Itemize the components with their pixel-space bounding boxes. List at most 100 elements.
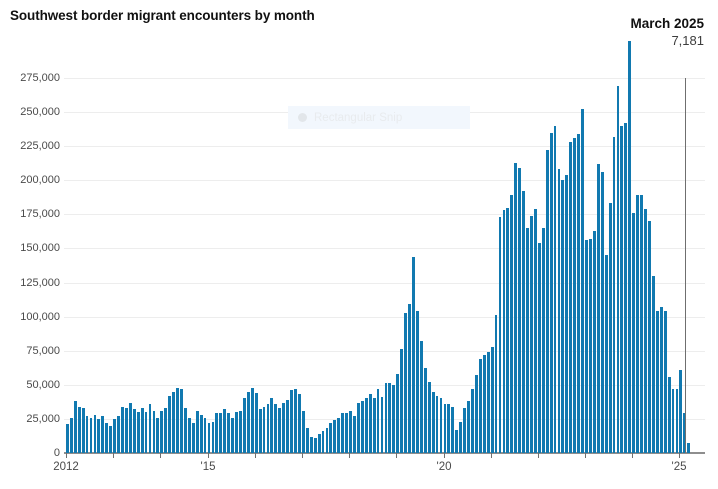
gridline (64, 248, 705, 249)
y-axis-tick-label: 125,000 (20, 277, 60, 289)
bar (301, 410, 305, 453)
bar (156, 417, 160, 453)
bar (467, 401, 470, 453)
x-axis-tick (302, 453, 303, 458)
y-axis-tick-label: 100,000 (20, 311, 60, 323)
bar (380, 397, 384, 453)
bar (274, 403, 278, 453)
y-axis-tick-label: 250,000 (20, 106, 60, 118)
bar (530, 215, 533, 453)
bar (526, 228, 529, 453)
bar (183, 408, 187, 453)
bar (309, 436, 313, 453)
bar (164, 408, 168, 453)
bar (478, 358, 482, 453)
y-axis-tick-label: 175,000 (20, 208, 60, 220)
bar (675, 388, 679, 453)
bar (266, 403, 270, 453)
bar (219, 413, 223, 453)
end-marker-line (684, 78, 686, 453)
bar (360, 401, 364, 453)
bar (329, 423, 333, 453)
bar (152, 410, 156, 453)
bar (128, 402, 132, 453)
bar (168, 395, 172, 453)
bar (136, 412, 140, 453)
x-axis-tick-label: '20 (436, 461, 452, 473)
bar (620, 125, 624, 453)
x-axis-tick (585, 453, 586, 458)
x-axis-tick (255, 453, 256, 458)
bar (294, 388, 297, 453)
bar (577, 133, 581, 453)
bar (663, 311, 667, 453)
bar (471, 388, 474, 453)
bar (113, 418, 117, 453)
x-axis-tick (160, 453, 161, 458)
bar (419, 341, 423, 453)
bar (203, 417, 207, 453)
bar (176, 387, 179, 453)
bar (121, 406, 124, 453)
callout-value: 7,181 (671, 32, 704, 48)
bar (282, 402, 286, 453)
bar (522, 191, 525, 453)
bar (581, 109, 584, 453)
bar (486, 352, 490, 453)
x-axis-tick (396, 453, 397, 458)
bar (270, 398, 274, 453)
bar (596, 163, 600, 453)
bar (565, 174, 569, 453)
bar (187, 417, 191, 453)
bar (443, 403, 447, 453)
x-axis-tick (491, 453, 492, 458)
y-axis-tick-label: 50,000 (26, 379, 60, 391)
bar (357, 402, 360, 453)
bar (671, 388, 675, 453)
bar (451, 406, 455, 453)
bar (474, 375, 478, 453)
bar (172, 391, 175, 453)
gridline (64, 419, 705, 420)
bar (290, 390, 293, 453)
gridline (64, 214, 705, 215)
bar (412, 256, 415, 453)
chart-title: Southwest border migrant encounters by m… (10, 8, 315, 23)
bar (502, 210, 506, 453)
bar (648, 221, 651, 453)
bar (585, 240, 588, 453)
callout-annotation: March 2025 7,181 (630, 16, 704, 49)
bar (655, 311, 659, 453)
bar (427, 382, 431, 453)
gridline (64, 283, 705, 284)
bar (227, 413, 231, 453)
bar (305, 428, 309, 453)
gridline (64, 78, 705, 79)
y-axis-tick-label: 150,000 (20, 242, 60, 254)
y-axis: 275,000 250,000 225,000 200,000 175,000 150,0… (0, 72, 60, 459)
bar (683, 413, 687, 453)
bar (160, 410, 164, 453)
bar (518, 168, 522, 453)
bar (124, 408, 128, 453)
bar (608, 203, 612, 453)
bar (223, 409, 227, 453)
bar (404, 312, 408, 453)
bar (636, 195, 640, 453)
bar (392, 384, 396, 453)
bar (514, 162, 518, 453)
bar (573, 138, 577, 453)
bar (85, 416, 89, 453)
bar (423, 368, 427, 453)
bar (140, 408, 144, 453)
bar (353, 416, 356, 453)
y-axis-tick-label: 75,000 (26, 345, 60, 357)
bar (447, 403, 451, 453)
bar (612, 136, 616, 453)
bar (69, 417, 73, 453)
bar (66, 424, 69, 453)
bar (93, 414, 97, 453)
bar (628, 41, 632, 453)
gridline (64, 351, 705, 352)
